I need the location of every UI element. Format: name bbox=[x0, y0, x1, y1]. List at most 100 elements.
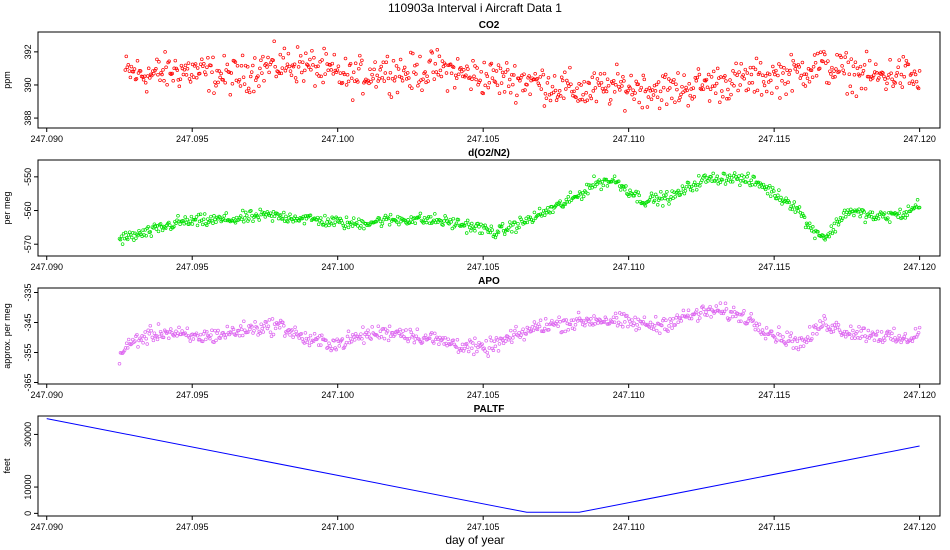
data-point bbox=[524, 216, 528, 221]
data-point bbox=[845, 208, 850, 212]
data-point bbox=[761, 331, 766, 335]
data-point bbox=[322, 46, 326, 51]
data-point bbox=[411, 51, 415, 56]
data-point bbox=[902, 75, 907, 79]
data-point bbox=[270, 317, 275, 321]
data-point bbox=[897, 58, 901, 62]
data-point bbox=[313, 84, 317, 88]
data-point bbox=[582, 79, 586, 84]
data-point bbox=[849, 324, 853, 329]
data-point bbox=[309, 68, 313, 72]
data-point bbox=[198, 332, 203, 337]
data-point bbox=[205, 223, 209, 227]
data-point bbox=[917, 69, 922, 73]
data-point bbox=[649, 191, 654, 196]
data-point bbox=[775, 196, 779, 201]
data-point bbox=[729, 176, 734, 180]
panel-title: PALTF bbox=[474, 404, 505, 415]
data-point bbox=[352, 338, 357, 342]
data-point bbox=[805, 335, 810, 339]
data-point bbox=[214, 220, 218, 224]
data-point bbox=[283, 68, 288, 73]
data-point bbox=[735, 73, 739, 77]
x-tick-label: 247.100 bbox=[321, 134, 354, 144]
data-point bbox=[757, 184, 762, 189]
data-point bbox=[515, 226, 519, 231]
data-point bbox=[309, 340, 314, 344]
data-point bbox=[460, 69, 464, 74]
data-point bbox=[461, 74, 465, 79]
data-point bbox=[489, 224, 494, 228]
data-point bbox=[537, 206, 542, 211]
x-tick-label: 247.090 bbox=[30, 262, 63, 272]
data-point bbox=[639, 320, 644, 324]
data-point bbox=[508, 90, 513, 95]
data-point bbox=[301, 214, 306, 219]
data-point bbox=[542, 213, 547, 217]
data-point bbox=[433, 331, 437, 336]
data-point bbox=[489, 61, 494, 66]
data-point bbox=[446, 337, 450, 341]
data-point bbox=[859, 329, 863, 333]
data-point bbox=[823, 317, 827, 321]
data-point bbox=[835, 219, 840, 224]
data-point bbox=[756, 180, 761, 185]
data-point bbox=[888, 58, 892, 62]
data-point bbox=[312, 332, 317, 336]
data-point bbox=[179, 63, 184, 68]
data-point bbox=[559, 75, 564, 80]
data-point bbox=[681, 187, 686, 191]
data-point bbox=[465, 345, 470, 349]
data-point bbox=[692, 95, 697, 99]
data-point bbox=[664, 102, 669, 106]
data-point bbox=[634, 189, 638, 194]
data-point bbox=[278, 213, 283, 217]
data-point bbox=[676, 320, 680, 324]
data-point bbox=[145, 342, 149, 346]
data-point bbox=[893, 335, 897, 340]
data-point bbox=[276, 216, 281, 221]
data-point bbox=[904, 210, 909, 214]
data-point bbox=[468, 75, 472, 80]
data-point bbox=[408, 220, 412, 224]
data-point bbox=[589, 96, 594, 101]
data-point bbox=[791, 346, 796, 350]
data-point bbox=[685, 313, 690, 318]
data-point bbox=[490, 76, 495, 80]
data-point bbox=[257, 218, 261, 222]
data-point bbox=[727, 317, 732, 321]
data-point bbox=[769, 329, 774, 334]
data-point bbox=[271, 58, 275, 62]
data-point bbox=[388, 334, 393, 338]
data-point bbox=[351, 70, 356, 75]
data-point bbox=[218, 75, 222, 80]
data-point bbox=[362, 341, 366, 345]
data-point bbox=[623, 187, 627, 192]
data-point bbox=[686, 104, 690, 108]
data-point bbox=[188, 339, 193, 343]
data-point bbox=[168, 223, 172, 227]
data-point bbox=[451, 338, 456, 342]
data-point bbox=[325, 62, 329, 66]
data-point bbox=[240, 208, 245, 213]
data-point bbox=[714, 304, 719, 308]
data-point bbox=[680, 184, 685, 188]
data-point bbox=[765, 191, 770, 196]
y-tick-label: 388 bbox=[23, 111, 33, 126]
data-point bbox=[144, 89, 149, 94]
data-point bbox=[521, 327, 525, 331]
data-point bbox=[398, 327, 402, 332]
data-point bbox=[616, 320, 621, 325]
data-point bbox=[288, 333, 292, 337]
data-point bbox=[182, 67, 187, 72]
data-point bbox=[411, 333, 415, 337]
data-point bbox=[601, 90, 606, 94]
data-point bbox=[264, 320, 269, 324]
data-point bbox=[795, 339, 800, 343]
data-point bbox=[681, 308, 686, 313]
data-point bbox=[650, 88, 655, 92]
data-point bbox=[527, 74, 531, 78]
data-point bbox=[822, 314, 826, 318]
data-point bbox=[316, 64, 320, 69]
data-point bbox=[524, 332, 528, 336]
